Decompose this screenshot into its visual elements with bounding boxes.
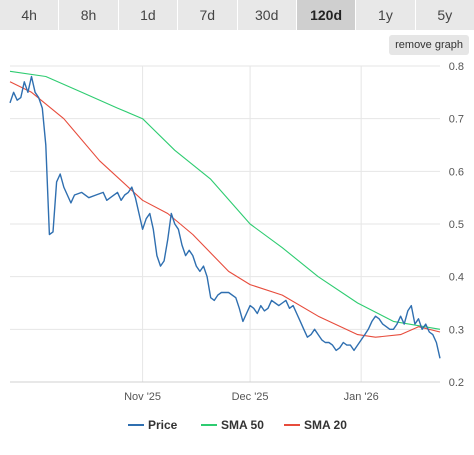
series-line-sma-50 xyxy=(9,70,441,330)
price-chart: 0.2 0.3 0.4 0.5 0.6 0.7 0.8 Nov '25 Dec '25 Jan … xyxy=(9,61,464,432)
x-tick-label-2: Jan '26 xyxy=(344,391,379,403)
tab-1d[interactable]: 1d xyxy=(118,0,179,30)
y-tick-label-6: 0.8 xyxy=(449,61,464,73)
tab-8h[interactable]: 8h xyxy=(59,0,119,30)
series-lines xyxy=(9,70,441,359)
tab-1y[interactable]: 1y xyxy=(356,0,416,30)
range-tabs: 4h 8h 1d 7d 30d 120d 1y 5y xyxy=(0,0,474,30)
grid-lines xyxy=(10,65,440,383)
y-tick-label-0: 0.2 xyxy=(449,377,464,389)
tab-5y[interactable]: 5y xyxy=(415,0,474,30)
y-axis: 0.2 0.3 0.4 0.5 0.6 0.7 0.8 xyxy=(449,61,464,389)
series-line-price xyxy=(9,75,441,359)
x-axis: Nov '25 Dec '25 Jan '26 xyxy=(124,391,379,403)
series-line-sma-20 xyxy=(9,81,441,338)
tab-7d[interactable]: 7d xyxy=(178,0,238,30)
x-tick-label-0: Nov '25 xyxy=(124,391,161,403)
y-tick-label-5: 0.7 xyxy=(449,114,464,126)
tab-30d[interactable]: 30d xyxy=(237,0,297,30)
legend-label-0[interactable]: Price xyxy=(148,418,178,432)
y-tick-label-2: 0.4 xyxy=(449,272,464,284)
tab-4h[interactable]: 4h xyxy=(0,0,60,30)
remove-graph-button[interactable]: remove graph xyxy=(389,35,469,55)
legend-label-2[interactable]: SMA 20 xyxy=(304,418,347,432)
y-tick-label-3: 0.5 xyxy=(449,219,464,231)
tab-120d[interactable]: 120d xyxy=(296,0,357,30)
legend: Price SMA 50 SMA 20 xyxy=(128,418,347,432)
y-tick-label-1: 0.3 xyxy=(449,324,464,336)
y-tick-label-4: 0.6 xyxy=(449,166,464,178)
x-tick-label-1: Dec '25 xyxy=(232,391,269,403)
legend-label-1[interactable]: SMA 50 xyxy=(221,418,264,432)
